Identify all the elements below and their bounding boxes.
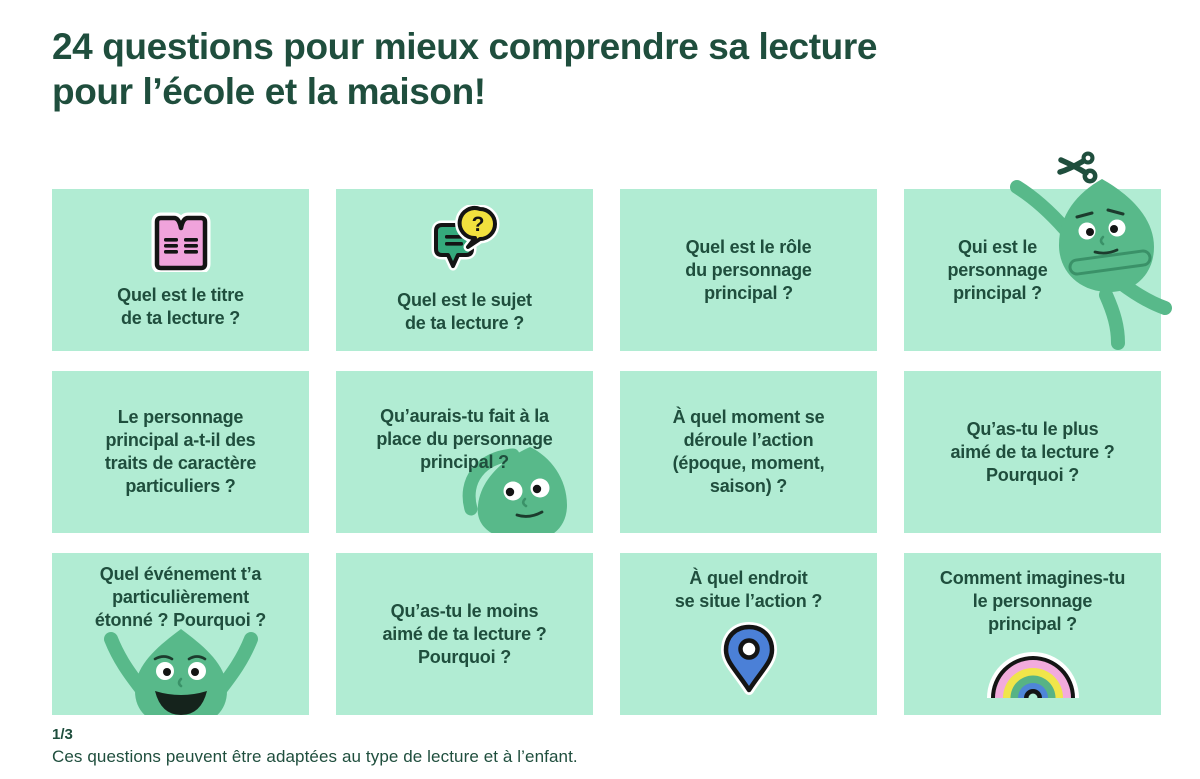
book-icon — [151, 212, 210, 272]
question-card-moins-aime: Qu’as-tu le moins aimé de ta lecture ? P… — [336, 553, 593, 715]
question-text: Qu’as-tu le plus aimé de ta lecture ? Po… — [950, 418, 1115, 485]
rainbow-icon — [986, 652, 1079, 698]
question-card-role: Quel est le rôle du personnage principal… — [620, 189, 877, 351]
character-running-icon — [1010, 179, 1172, 350]
question-card-imagines: Comment imagines-tu le personnage princi… — [904, 553, 1161, 715]
question-card-moment: À quel moment se déroule l’action (époqu… — [620, 371, 877, 533]
scissors-icon — [1057, 151, 1098, 184]
speech-bubbles-question-icon: ? — [431, 205, 499, 271]
page-indicator: 1/3 — [52, 726, 73, 743]
page-footer: 1/3 Ces questions peuvent être adaptées … — [52, 726, 578, 767]
question-text: À quel moment se déroule l’action (époqu… — [672, 407, 825, 496]
question-text: Qu’aurais-tu fait à la place du personna… — [376, 405, 553, 472]
character-cheering-icon — [103, 629, 258, 715]
question-text: Quel est le sujet de ta lecture ? — [397, 290, 532, 333]
question-text: Qu’as-tu le moins aimé de ta lecture ? P… — [382, 600, 547, 667]
svg-text:?: ? — [471, 213, 484, 236]
question-card-endroit: À quel endroit se situe l’action ? — [620, 553, 877, 715]
question-card-traits: Le personnage principal a-t-il des trait… — [52, 371, 309, 533]
question-text: Quel est le titre de ta lecture ? — [117, 285, 244, 328]
question-card-titre: Quel est le titre de ta lecture ? — [52, 189, 309, 351]
question-text: Quel événement t’a particulièrement éton… — [94, 564, 267, 630]
question-text: Qui est le personnage principal ? — [947, 236, 1048, 303]
question-card-grid: Quel est le titre de ta lecture ? ? Quel… — [52, 179, 1172, 715]
question-text: Comment imagines-tu le personnage princi… — [939, 568, 1126, 634]
question-text: Quel est le rôle du personnage principal… — [685, 236, 812, 303]
question-card-sujet: ? Quel est le sujet de ta lecture ? — [336, 189, 593, 351]
page-title: 24 questions pour mieux comprendre sa le… — [52, 26, 878, 112]
question-text: Le personnage principal a-t-il des trait… — [104, 407, 257, 496]
character-peeking-icon — [462, 447, 567, 533]
footer-note: Ces questions peuvent être adaptées au t… — [52, 747, 578, 766]
map-pin-icon — [720, 622, 777, 695]
question-card-plus-aime: Qu’as-tu le plus aimé de ta lecture ? Po… — [904, 371, 1161, 533]
question-card-place: Qu’aurais-tu fait à la place du personna… — [336, 371, 593, 533]
question-text: À quel endroit se situe l’action ? — [674, 568, 823, 611]
question-card-qui: Qui est le personnage principal ? — [904, 179, 1172, 351]
question-card-evenement: Quel événement t’a particulièrement éton… — [52, 553, 309, 715]
